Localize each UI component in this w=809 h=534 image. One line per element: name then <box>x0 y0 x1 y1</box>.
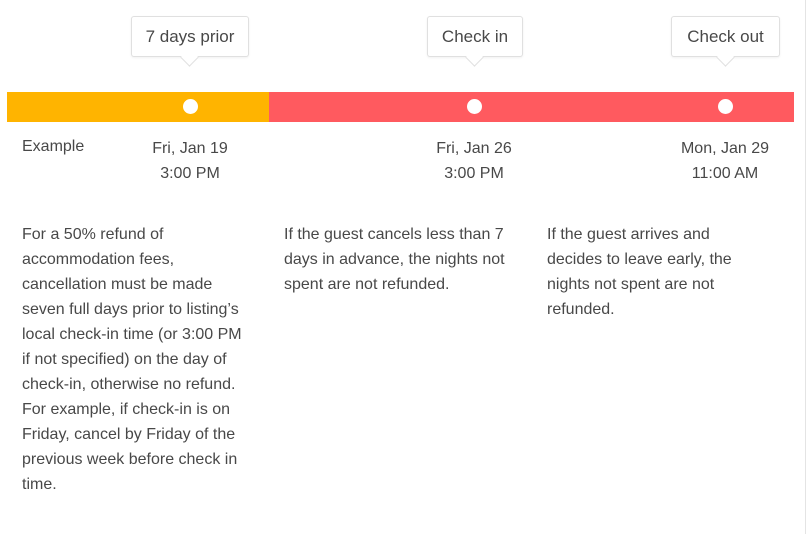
description-check-in: If the guest cancels less than 7 days in… <box>284 226 505 293</box>
tooltip-check-out: Check out <box>671 16 780 57</box>
date: Mon, Jan 29 <box>680 140 770 157</box>
date: Fri, Jan 26 <box>436 140 512 157</box>
time: 11:00 AM <box>691 165 759 182</box>
date-7-days-prior: Fri, Jan 19 3:00 PM <box>115 136 265 186</box>
description-check-out: If the guest arrives and decides to leav… <box>547 226 732 318</box>
timeline-segment-refundable <box>7 92 269 122</box>
timeline-marker-7-days-prior <box>183 99 198 114</box>
date-check-in: Fri, Jan 26 3:00 PM <box>399 136 549 186</box>
tooltip-check-in: Check in <box>427 16 523 57</box>
date-check-out: Mon, Jan 29 11:00 AM <box>650 136 800 186</box>
timeline-segment-nonrefundable <box>269 92 794 122</box>
example-label: Example <box>22 138 85 155</box>
time: 3:00 PM <box>160 165 220 182</box>
date: Fri, Jan 19 <box>152 140 228 157</box>
tooltip-7-days-prior: 7 days prior <box>131 16 249 57</box>
timeline-marker-check-in <box>467 99 482 114</box>
panel-border <box>805 0 806 534</box>
time: 3:00 PM <box>444 165 504 182</box>
timeline-marker-check-out <box>718 99 733 114</box>
description-prior: For a 50% refund of accommodation fees, … <box>22 226 242 493</box>
